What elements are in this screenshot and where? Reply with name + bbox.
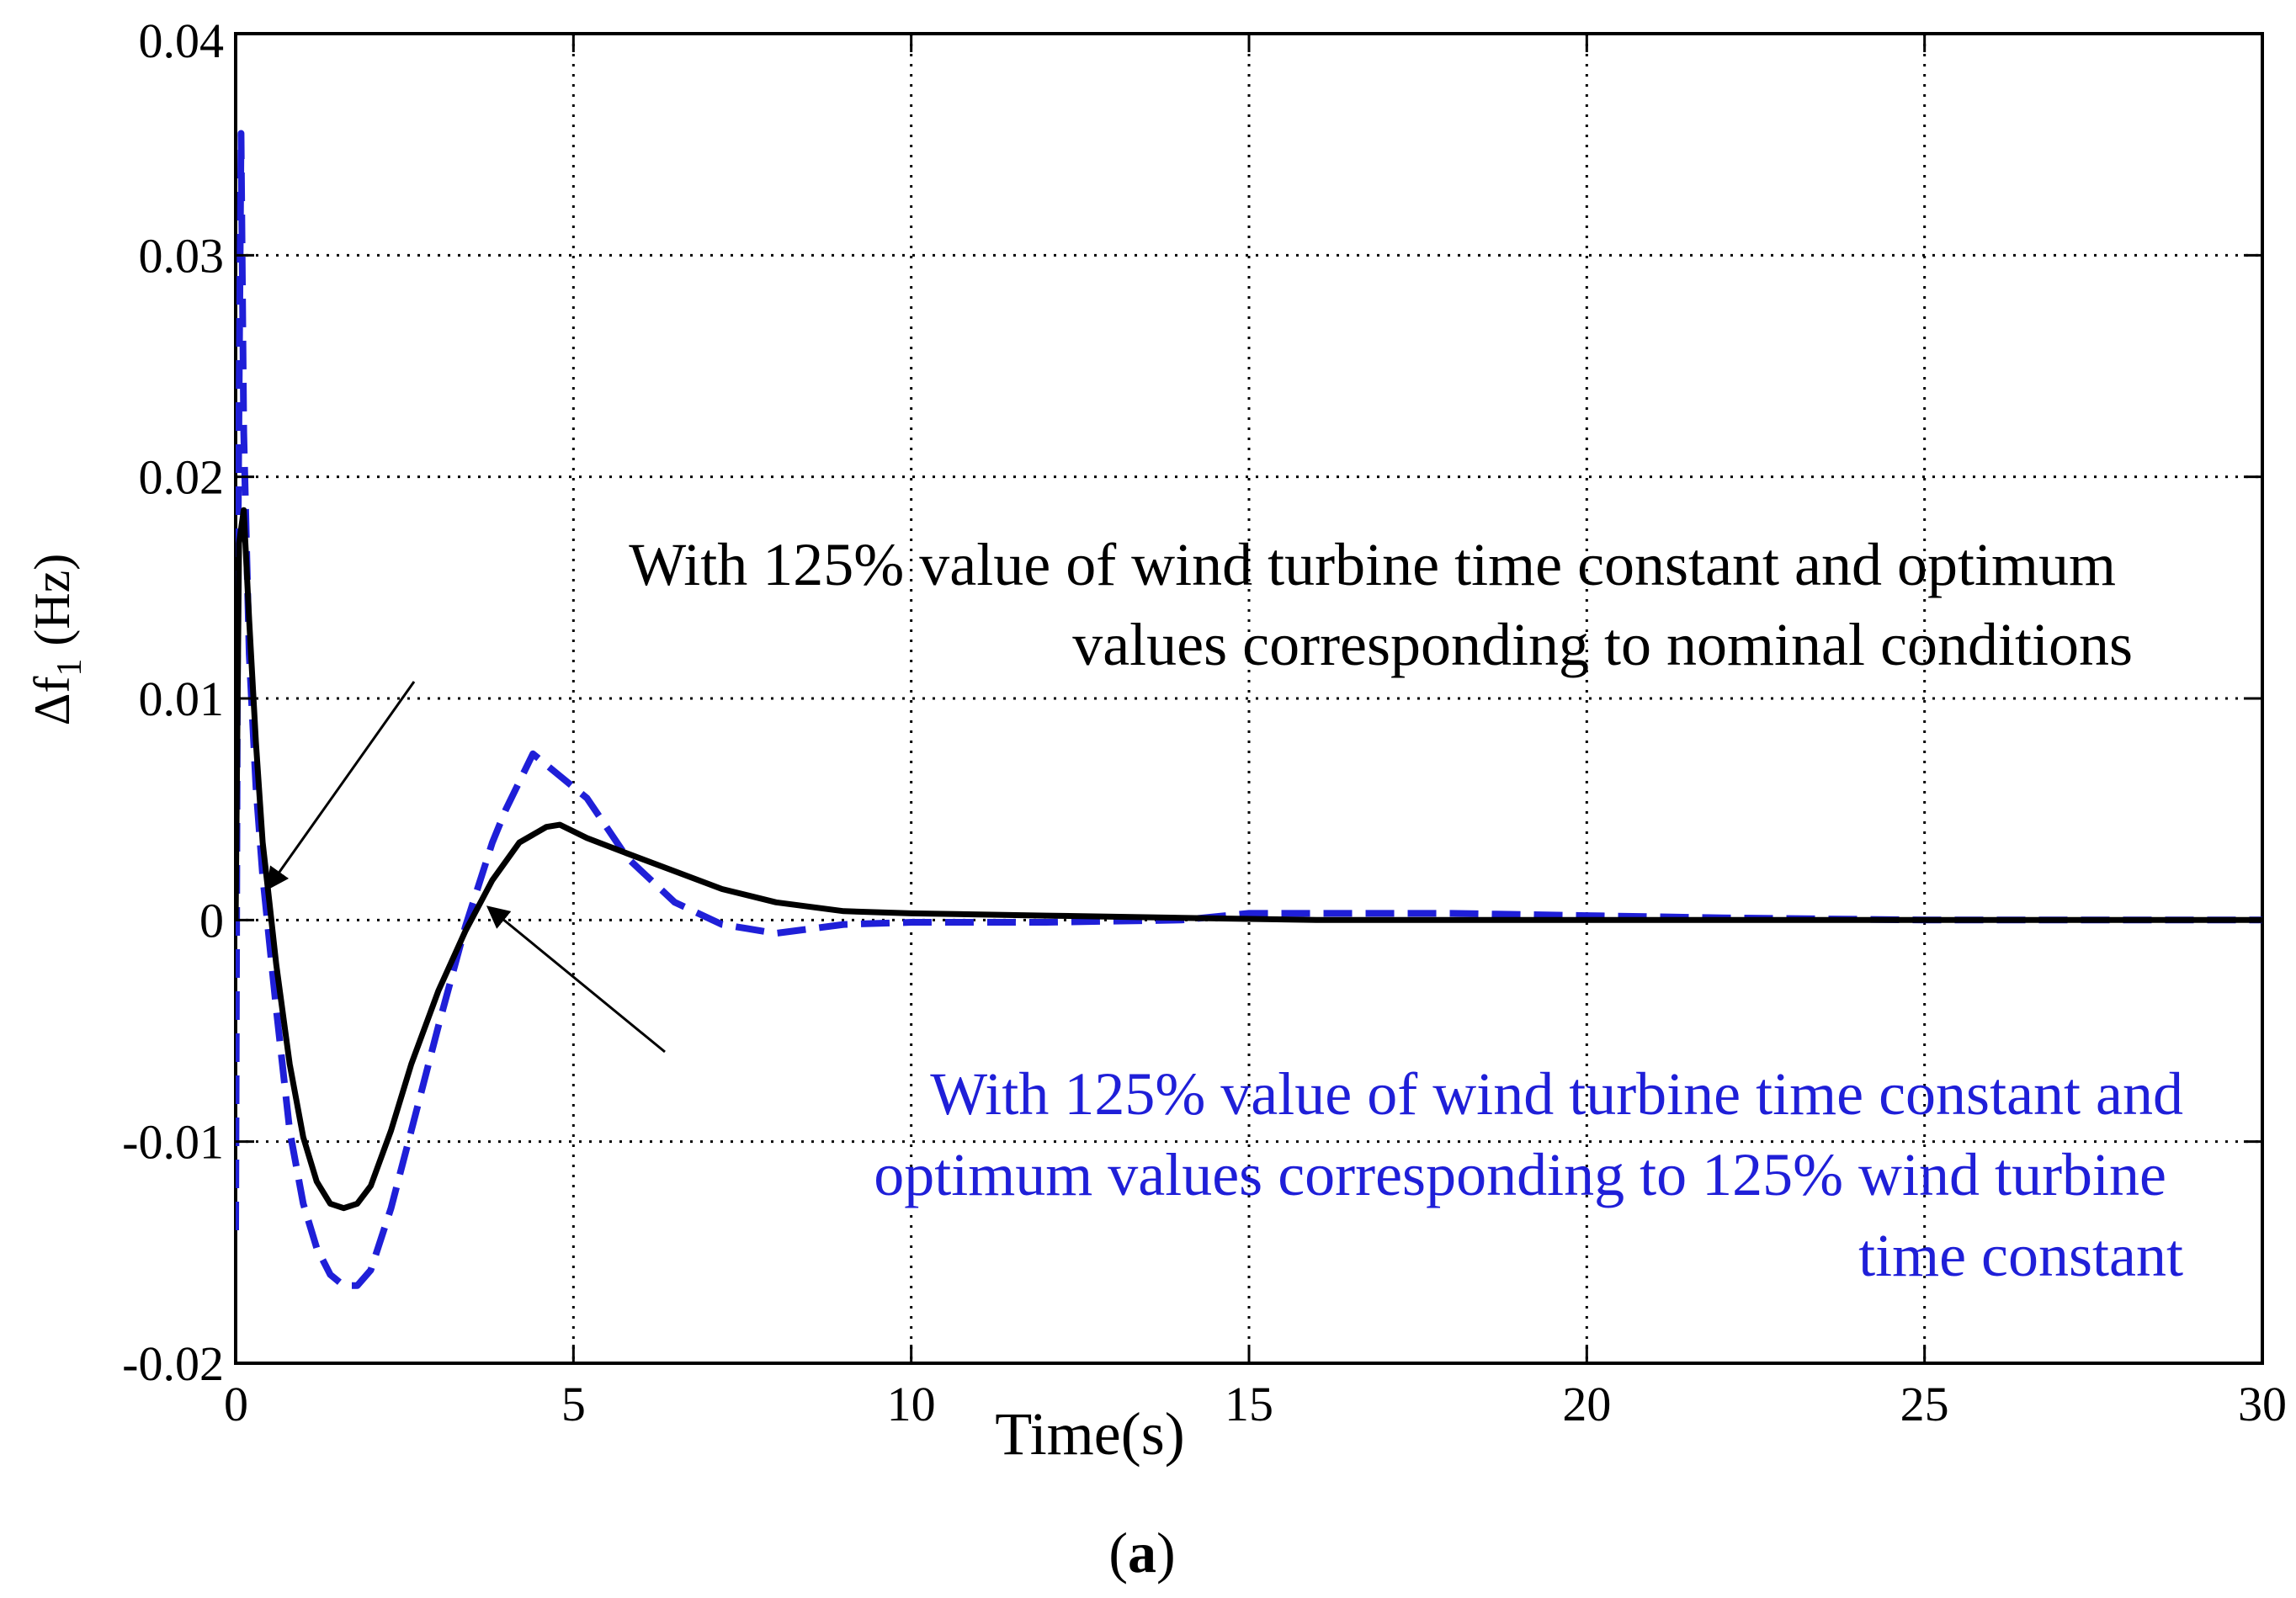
x-tick-label: 30 <box>2238 1377 2287 1431</box>
y-axis-label-symbol: Δf <box>24 677 80 726</box>
annotation-blue-line2: optimum values corresponding to 125% win… <box>874 1141 2166 1208</box>
caption-open: ( <box>1108 1521 1128 1585</box>
y-tick-label: -0.01 <box>122 1115 224 1170</box>
x-tick-label: 15 <box>1225 1377 1273 1431</box>
x-tick-label: 20 <box>1562 1377 1611 1431</box>
tick-labels: 0 5 10 15 20 25 30 -0.02 -0.01 0 0.01 0.02 0.03 0.04 <box>122 13 2287 1431</box>
series-line-nominal-black <box>236 507 2262 1212</box>
tick-marks <box>234 32 2264 1365</box>
y-tick-label: 0.04 <box>139 13 225 68</box>
annotation-blue-line1: With 125% value of wind turbine time con… <box>930 1060 2183 1128</box>
y-axis-label-unit: (Hz) <box>24 554 80 659</box>
y-tick-label: 0 <box>199 893 224 948</box>
annotation-black-line2: values corresponding to nominal conditio… <box>1072 611 2133 678</box>
x-tick-label: 0 <box>224 1377 248 1431</box>
annotation-black-line1: With 125% value of wind turbine time con… <box>629 531 2116 598</box>
annotation-blue-line3: time constant <box>1858 1222 2183 1289</box>
y-axis-label: Δf1 (Hz) <box>24 554 89 726</box>
y-tick-label: -0.02 <box>122 1336 224 1391</box>
x-tick-label: 10 <box>887 1377 936 1431</box>
figure-caption: (a) <box>1108 1521 1175 1585</box>
y-tick-label: 0.03 <box>139 228 225 283</box>
caption-close: ) <box>1156 1521 1176 1585</box>
y-axis-label-subscript: 1 <box>50 659 89 677</box>
series-group <box>236 130 2262 1289</box>
annotation-arrow-black <box>266 681 416 891</box>
x-axis-label: Time(s) <box>995 1400 1184 1468</box>
annotation-arrow-blue <box>486 905 666 1054</box>
caption-letter: a <box>1128 1521 1156 1585</box>
x-tick-label: 5 <box>561 1377 586 1431</box>
y-tick-label: 0.02 <box>139 450 225 505</box>
y-tick-label: 0.01 <box>139 672 225 726</box>
x-tick-label: 25 <box>1900 1377 1949 1431</box>
